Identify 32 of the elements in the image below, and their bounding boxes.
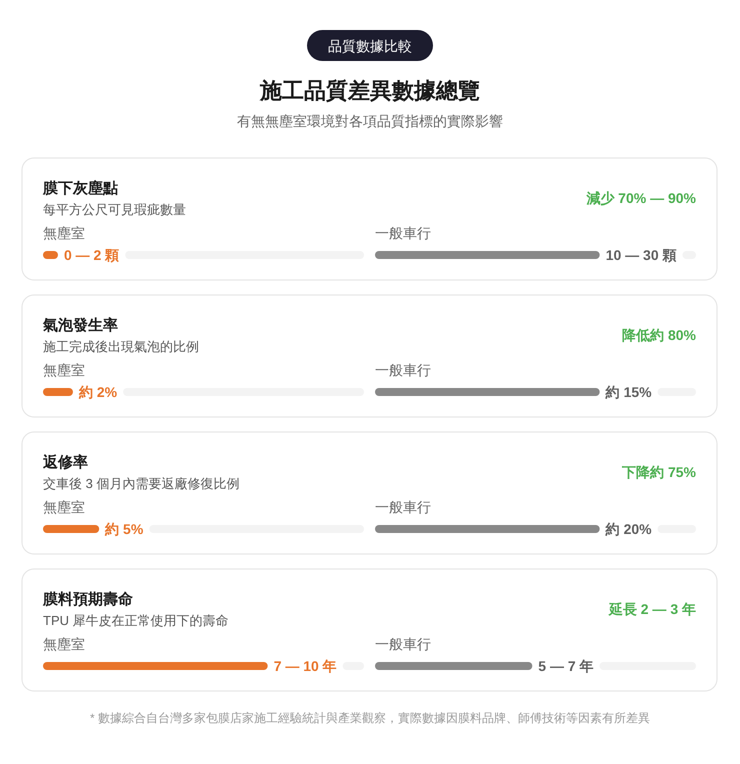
- text: 交車後 3 個月內需要返廠修復比例: [43, 476, 240, 491]
- y-tick-label: 無塵室: [43, 636, 85, 652]
- text: 施工品質差異數據總覽: [259, 78, 480, 103]
- y-tick-label: 一般車行: [375, 362, 431, 378]
- chart-title: 膜料預期壽命: [42, 591, 134, 608]
- data-label: 約 15%: [604, 384, 652, 400]
- text: TPU 犀牛皮在正常使用下的壽命: [43, 613, 229, 628]
- annotation: 減少 70% — 90%: [585, 190, 697, 206]
- data-label: 7 — 10 年: [274, 658, 337, 674]
- text: * 數據綜合自台灣多家包膜店家施工經驗統計與產業觀察，實際數據因膜料品牌、師傅技術等因素有所差異: [90, 711, 650, 725]
- data-label: 10 — 30 顆: [606, 247, 677, 263]
- chart-title: 返修率: [42, 453, 88, 471]
- y-tick-label: 一般車行: [375, 636, 431, 652]
- data-label: 約 2%: [78, 384, 118, 400]
- y-tick-label: 無塵室: [43, 225, 85, 241]
- text: 降低約 80%: [622, 327, 697, 343]
- y-tick-label: 一般車行: [375, 225, 431, 241]
- chart-title: 氣泡發生率: [42, 316, 118, 334]
- y-tick-label: 一般車行: [375, 499, 431, 515]
- data-label: 約 5%: [104, 521, 144, 537]
- data-label: 約 20%: [604, 521, 652, 537]
- y-tick-label: 無塵室: [43, 499, 85, 515]
- text: 施工完成後出現氣泡的比例: [43, 339, 199, 354]
- data-label: 0 — 2 顆: [64, 247, 120, 263]
- text: 有無無塵室環境對各項品質指標的實際影響: [237, 113, 503, 129]
- text: 延長 2 — 3 年: [608, 601, 696, 617]
- text: 每平方公尺可見瑕疵數量: [43, 202, 186, 217]
- y-tick-label: 無塵室: [43, 362, 85, 378]
- chart-title: 膜下灰塵點: [42, 179, 118, 197]
- data-label: 5 — 7 年: [538, 658, 594, 674]
- text: 下降約 75%: [621, 464, 697, 480]
- text: 品質數據比較: [328, 38, 412, 54]
